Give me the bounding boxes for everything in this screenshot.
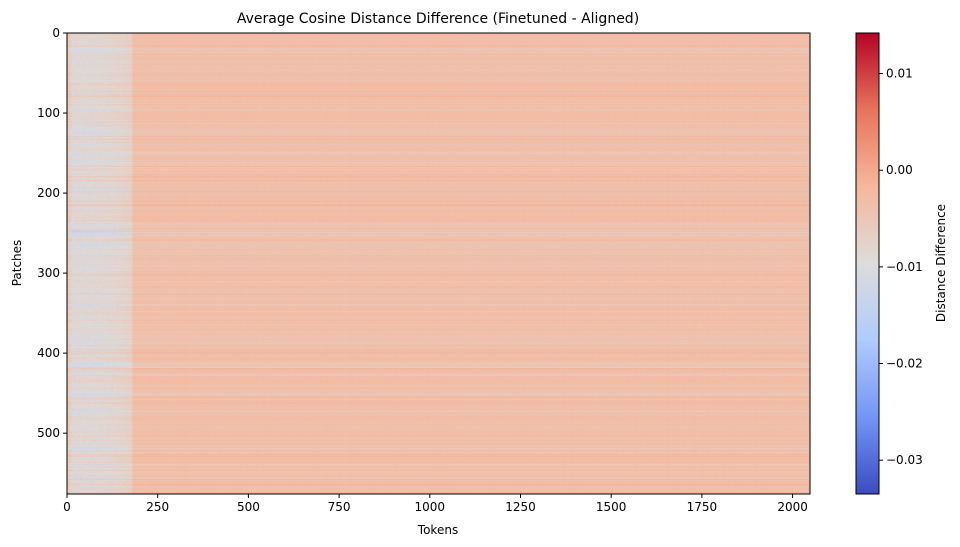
heatmap-image (67, 33, 810, 494)
y-axis-ticks: 0 100 200 300 400 500 (37, 26, 67, 440)
colorbar-ticks: 0.01 0.00 −0.01 −0.02 −0.03 (879, 67, 923, 467)
colorbar-tick-label: −0.03 (886, 453, 923, 467)
y-tick-label: 100 (37, 106, 60, 120)
y-tick-label: 0 (52, 26, 60, 40)
y-tick-label: 200 (37, 186, 60, 200)
x-tick-label: 1250 (505, 500, 536, 514)
y-tick-label: 500 (37, 426, 60, 440)
colorbar: 0.01 0.00 −0.01 −0.02 −0.03 Distance Differe… (855, 32, 948, 495)
x-tick-label: 1750 (687, 500, 718, 514)
x-tick-label: 1500 (596, 500, 627, 514)
colorbar-tick-label: 0.01 (886, 67, 913, 81)
plot-frame (66, 32, 811, 495)
y-tick-label: 400 (37, 346, 60, 360)
chart-title: Average Cosine Distance Difference (Fine… (237, 11, 639, 27)
x-tick-label: 2000 (777, 500, 808, 514)
y-axis-label: Patches (10, 240, 24, 287)
y-tick-label: 300 (37, 266, 60, 280)
colorbar-tick-label: −0.02 (886, 357, 923, 371)
x-tick-label: 1000 (415, 500, 446, 514)
x-tick-label: 250 (146, 500, 169, 514)
colorbar-tick-label: −0.01 (886, 260, 923, 274)
colorbar-label: Distance Difference (934, 204, 948, 322)
colorbar-tick-label: 0.00 (886, 163, 913, 177)
colorbar-gradient (855, 32, 880, 495)
x-tick-label: 750 (328, 500, 351, 514)
heatmap-plot-area (66, 32, 811, 495)
x-axis-label: Tokens (417, 523, 458, 537)
x-tick-label: 0 (63, 500, 71, 514)
x-tick-label: 500 (237, 500, 260, 514)
x-axis-ticks: 0 250 500 750 1000 1250 1500 1750 2000 (63, 494, 808, 514)
